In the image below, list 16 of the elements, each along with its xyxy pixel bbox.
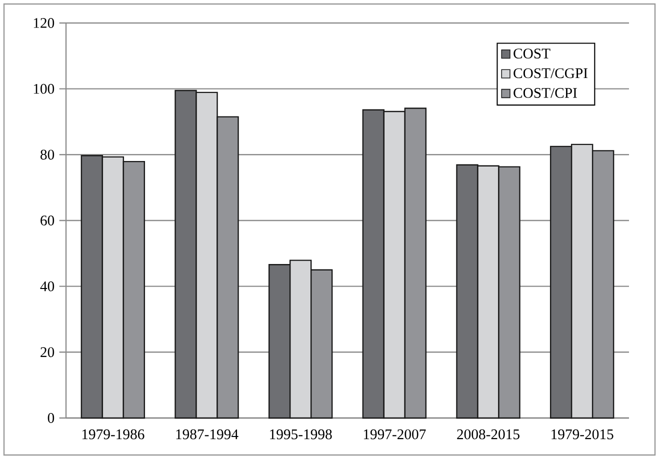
legend-label: COST (514, 48, 550, 58)
legend-label: COST/CGPI (514, 68, 588, 78)
x-tick-label: 1995-1998 (270, 429, 332, 440)
x-tick-label: 1987-1994 (176, 429, 238, 440)
y-tick-label: 80 (40, 150, 54, 160)
y-tick-label: 20 (40, 347, 54, 358)
y-tick-label: 40 (40, 281, 54, 292)
x-tick-label: 1979-2015 (552, 429, 614, 440)
x-tick-label: 2008-2015 (457, 429, 520, 440)
x-tick-label: 1997-2007 (364, 429, 426, 440)
y-tick-label: 60 (40, 216, 54, 226)
y-tick-label: 100 (34, 84, 54, 94)
legend-label: COST/CPI (514, 88, 577, 98)
y-tick-label: 120 (34, 18, 54, 28)
x-tick-label: 1979-1986 (82, 429, 144, 440)
y-tick-label: 0 (48, 413, 54, 423)
